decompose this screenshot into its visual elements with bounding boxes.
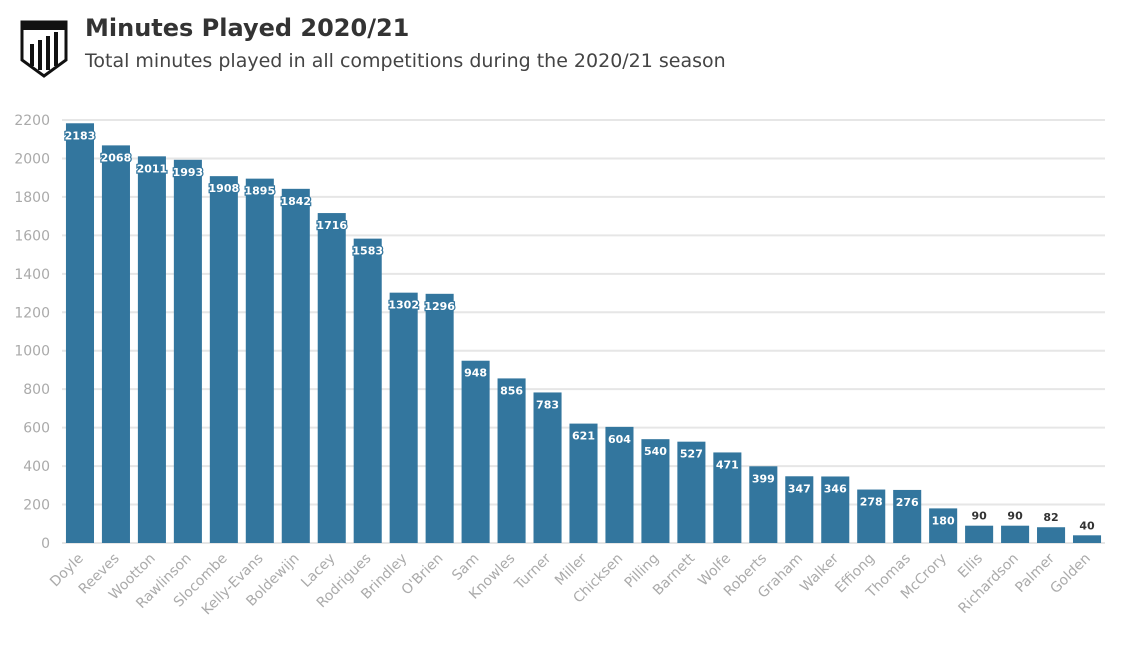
data-label: 527 [680, 448, 703, 461]
bar[interactable] [965, 525, 994, 543]
logo-icon [20, 20, 68, 78]
data-label: 347 [788, 482, 811, 495]
bar[interactable] [353, 238, 382, 544]
data-label: 1716 [316, 219, 347, 232]
bar[interactable] [65, 123, 95, 543]
bar[interactable] [785, 476, 814, 543]
data-label: 90 [971, 510, 987, 523]
data-label: 2011 [137, 162, 168, 175]
data-label: 2068 [101, 151, 132, 164]
y-tick-label: 2200 [14, 113, 50, 129]
data-label: 1302 [388, 299, 419, 312]
data-label: 948 [464, 367, 487, 380]
bar[interactable] [101, 145, 130, 543]
y-tick-label: 1200 [14, 305, 50, 321]
data-label: 621 [572, 430, 595, 443]
bar[interactable] [281, 188, 310, 544]
bar[interactable] [533, 392, 562, 543]
data-label: 1842 [280, 195, 311, 208]
data-label: 278 [860, 496, 883, 509]
y-tick-label: 1800 [14, 190, 50, 206]
data-label: 2183 [65, 129, 96, 142]
data-label: 604 [608, 433, 631, 446]
x-tick-label: Turner [511, 550, 554, 593]
y-tick-label: 0 [41, 536, 50, 552]
bar[interactable] [137, 156, 166, 543]
data-label: 399 [752, 472, 775, 485]
y-tick-label: 1600 [14, 228, 50, 244]
bar[interactable] [497, 378, 526, 543]
bar[interactable] [893, 489, 922, 543]
bar[interactable] [677, 441, 706, 543]
chart-title: Minutes Played 2020/21 [85, 14, 410, 42]
bar[interactable] [1037, 527, 1066, 543]
y-tick-label: 800 [23, 382, 50, 398]
bar[interactable] [569, 423, 598, 543]
data-label: 346 [824, 482, 847, 495]
chart-subtitle: Total minutes played in all competitions… [85, 50, 726, 72]
data-label: 1993 [173, 166, 204, 179]
data-label: 540 [644, 445, 667, 458]
bar[interactable] [461, 360, 490, 543]
y-tick-label: 1400 [14, 267, 50, 283]
bar[interactable] [317, 213, 346, 543]
bar[interactable] [425, 293, 454, 543]
data-label: 1895 [244, 185, 275, 198]
data-label: 1583 [352, 245, 383, 258]
bar[interactable] [641, 439, 670, 543]
data-label: 276 [896, 496, 919, 509]
data-label: 471 [716, 458, 739, 471]
bar[interactable] [245, 178, 274, 543]
data-label: 90 [1007, 510, 1023, 523]
bar[interactable] [749, 466, 778, 543]
data-label: 180 [932, 514, 955, 527]
data-label: 856 [500, 384, 523, 397]
bar[interactable] [821, 476, 850, 543]
y-tick-label: 400 [23, 459, 50, 475]
data-label: 1296 [424, 300, 455, 313]
bar[interactable] [605, 426, 634, 543]
bar[interactable] [209, 176, 238, 544]
y-tick-label: 2000 [14, 151, 50, 167]
x-tick-label: Ellis [955, 551, 986, 582]
bar[interactable] [173, 159, 202, 543]
y-tick-label: 200 [23, 498, 50, 514]
bar[interactable] [1001, 525, 1030, 543]
bar[interactable] [1072, 535, 1102, 543]
data-label: 40 [1079, 519, 1095, 532]
bar[interactable] [857, 489, 886, 543]
y-tick-label: 600 [23, 421, 50, 437]
data-label: 783 [536, 398, 559, 411]
bar[interactable] [713, 452, 742, 543]
bar[interactable] [389, 292, 418, 543]
x-tick-label: Golden [1047, 551, 1093, 597]
data-label: 1908 [209, 182, 240, 195]
data-label: 82 [1043, 511, 1058, 524]
bar[interactable] [929, 508, 958, 543]
y-tick-label: 1000 [14, 344, 50, 360]
